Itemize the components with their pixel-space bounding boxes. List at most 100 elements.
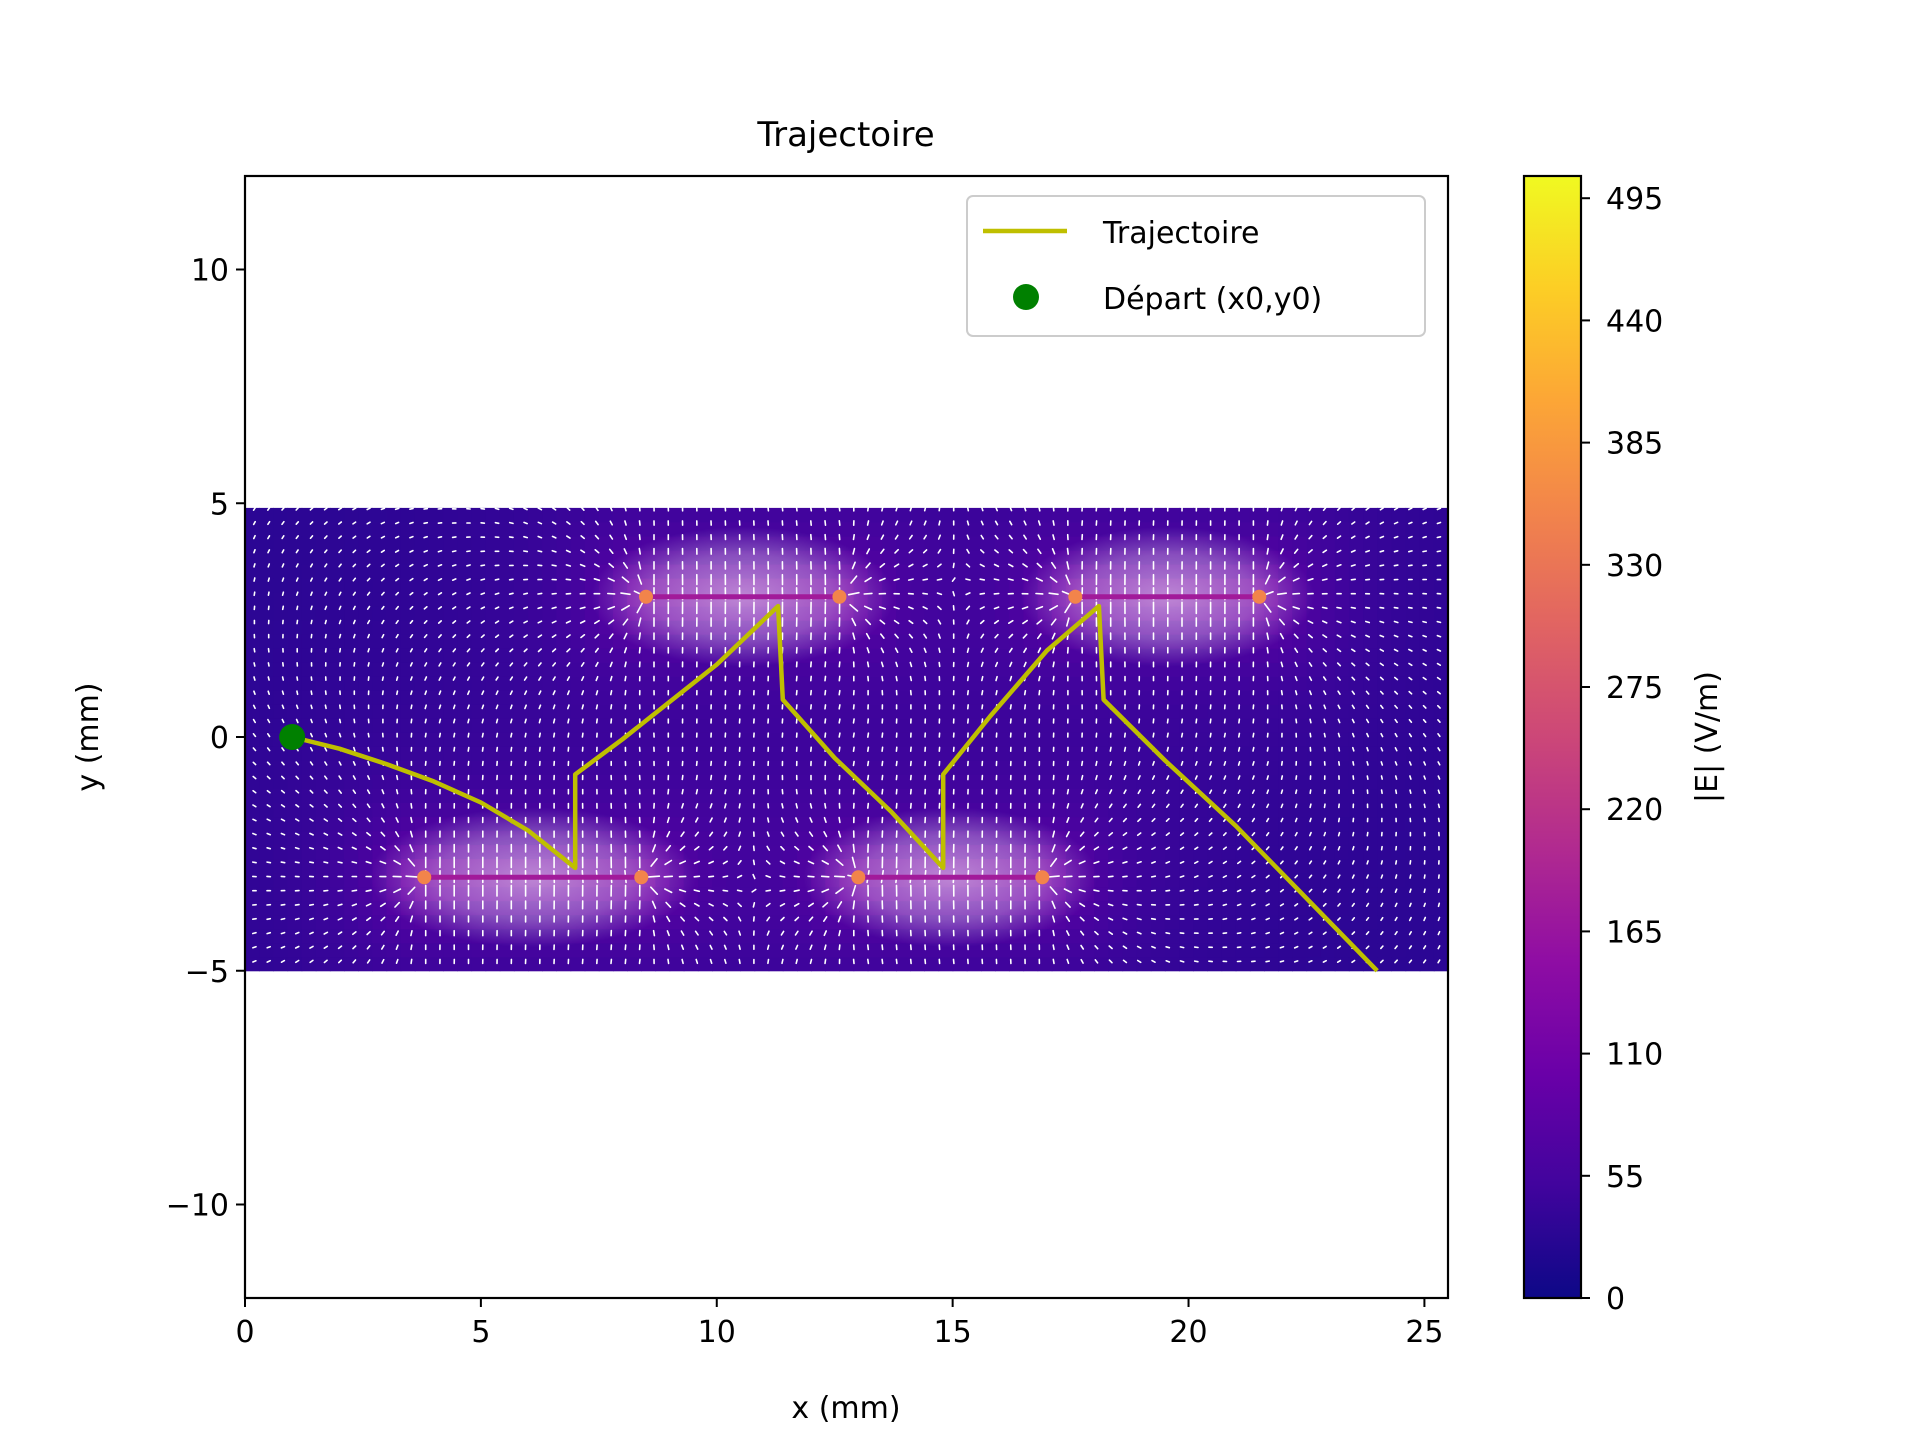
field-arrow xyxy=(1337,718,1341,724)
field-cell xyxy=(1292,914,1308,930)
field-arrow xyxy=(1423,747,1427,752)
field-arrow xyxy=(1366,860,1369,865)
field-cell xyxy=(1108,732,1124,747)
field-cell xyxy=(924,732,940,747)
field-cell xyxy=(344,564,359,579)
field-arrow xyxy=(866,746,870,753)
field-cell xyxy=(485,662,501,677)
field-arrow xyxy=(1209,732,1212,738)
field-arrow xyxy=(652,915,656,923)
field-arrow xyxy=(681,774,684,781)
field-cell xyxy=(471,564,487,579)
field-cell xyxy=(1122,872,1138,888)
field-cell xyxy=(712,900,727,916)
field-cell xyxy=(315,956,331,972)
field-arrow xyxy=(1323,690,1327,696)
field-cell xyxy=(315,760,331,775)
field-arrow xyxy=(1408,945,1413,950)
field-arrow xyxy=(253,676,256,681)
field-cell xyxy=(726,872,741,888)
field-cell xyxy=(1080,788,1095,803)
field-cell xyxy=(443,662,458,677)
field-cell xyxy=(952,676,968,691)
field-cell xyxy=(1207,704,1223,719)
field-cell xyxy=(329,928,345,944)
field-cell xyxy=(1433,704,1448,719)
field-arrow xyxy=(1022,619,1028,625)
field-cell xyxy=(1065,690,1081,705)
field-arrow xyxy=(595,718,599,724)
field-cell xyxy=(344,690,359,705)
field-arrow xyxy=(324,633,327,639)
field-cell xyxy=(995,788,1010,803)
field-arrow xyxy=(794,916,800,922)
field-cell xyxy=(867,676,883,691)
field-cell xyxy=(853,718,869,733)
field-cell xyxy=(1334,564,1350,579)
field-arrow xyxy=(781,958,784,965)
field-arrow xyxy=(1437,775,1441,780)
field-cell xyxy=(528,507,543,523)
field-arrow xyxy=(1294,647,1299,654)
field-cell xyxy=(981,578,996,593)
field-cell xyxy=(1122,816,1138,832)
field-cell xyxy=(655,774,671,789)
field-arrow xyxy=(481,732,484,738)
field-arrow xyxy=(381,647,385,653)
field-arrow xyxy=(795,788,798,795)
field-arrow xyxy=(1309,718,1312,724)
field-cell xyxy=(429,802,444,818)
field-arrow xyxy=(708,845,714,851)
field-cell xyxy=(910,774,925,789)
field-cell xyxy=(1292,844,1308,860)
field-arrow xyxy=(1422,959,1427,964)
field-cell xyxy=(499,648,515,663)
field-arrow xyxy=(367,760,371,766)
field-cell xyxy=(1051,676,1067,691)
field-arrow xyxy=(380,944,385,950)
field-arrow xyxy=(893,606,900,610)
field-cell xyxy=(910,536,925,551)
field-arrow xyxy=(708,902,714,907)
field-arrow xyxy=(1109,746,1112,752)
field-arrow xyxy=(1252,775,1255,780)
field-cell xyxy=(1164,830,1180,846)
field-cell xyxy=(1377,928,1392,944)
field-arrow xyxy=(381,774,385,781)
field-cell xyxy=(782,788,798,803)
field-cell xyxy=(1419,550,1435,565)
field-arrow xyxy=(367,732,370,738)
field-arrow xyxy=(409,619,414,625)
field-cell xyxy=(386,956,402,972)
field-arrow xyxy=(309,732,314,738)
field-cell xyxy=(1094,774,1109,789)
field-cell xyxy=(740,690,756,705)
field-cell xyxy=(825,676,841,691)
field-cell xyxy=(457,942,473,958)
field-arrow xyxy=(907,606,914,610)
field-arrow xyxy=(295,789,300,794)
field-arrow xyxy=(724,788,727,795)
field-arrow xyxy=(1237,832,1241,837)
field-arrow xyxy=(1280,846,1284,851)
field-cell xyxy=(1377,550,1392,565)
field-cell xyxy=(528,774,543,789)
field-cell xyxy=(1164,872,1180,888)
field-arrow xyxy=(253,647,256,653)
field-arrow xyxy=(308,861,315,864)
field-cell xyxy=(1094,830,1109,846)
field-cell xyxy=(1235,956,1251,972)
field-cell xyxy=(598,788,614,803)
field-cell xyxy=(1080,830,1095,846)
field-arrow xyxy=(1308,917,1313,921)
field-cell xyxy=(1235,522,1251,537)
field-cell xyxy=(315,788,331,803)
field-cell xyxy=(1391,634,1407,649)
field-cell xyxy=(952,606,968,621)
field-cell xyxy=(641,690,657,705)
field-arrow xyxy=(538,746,541,752)
field-arrow xyxy=(509,704,513,710)
field-cell xyxy=(329,886,345,902)
field-arrow xyxy=(1380,945,1384,950)
field-cell xyxy=(867,662,883,677)
